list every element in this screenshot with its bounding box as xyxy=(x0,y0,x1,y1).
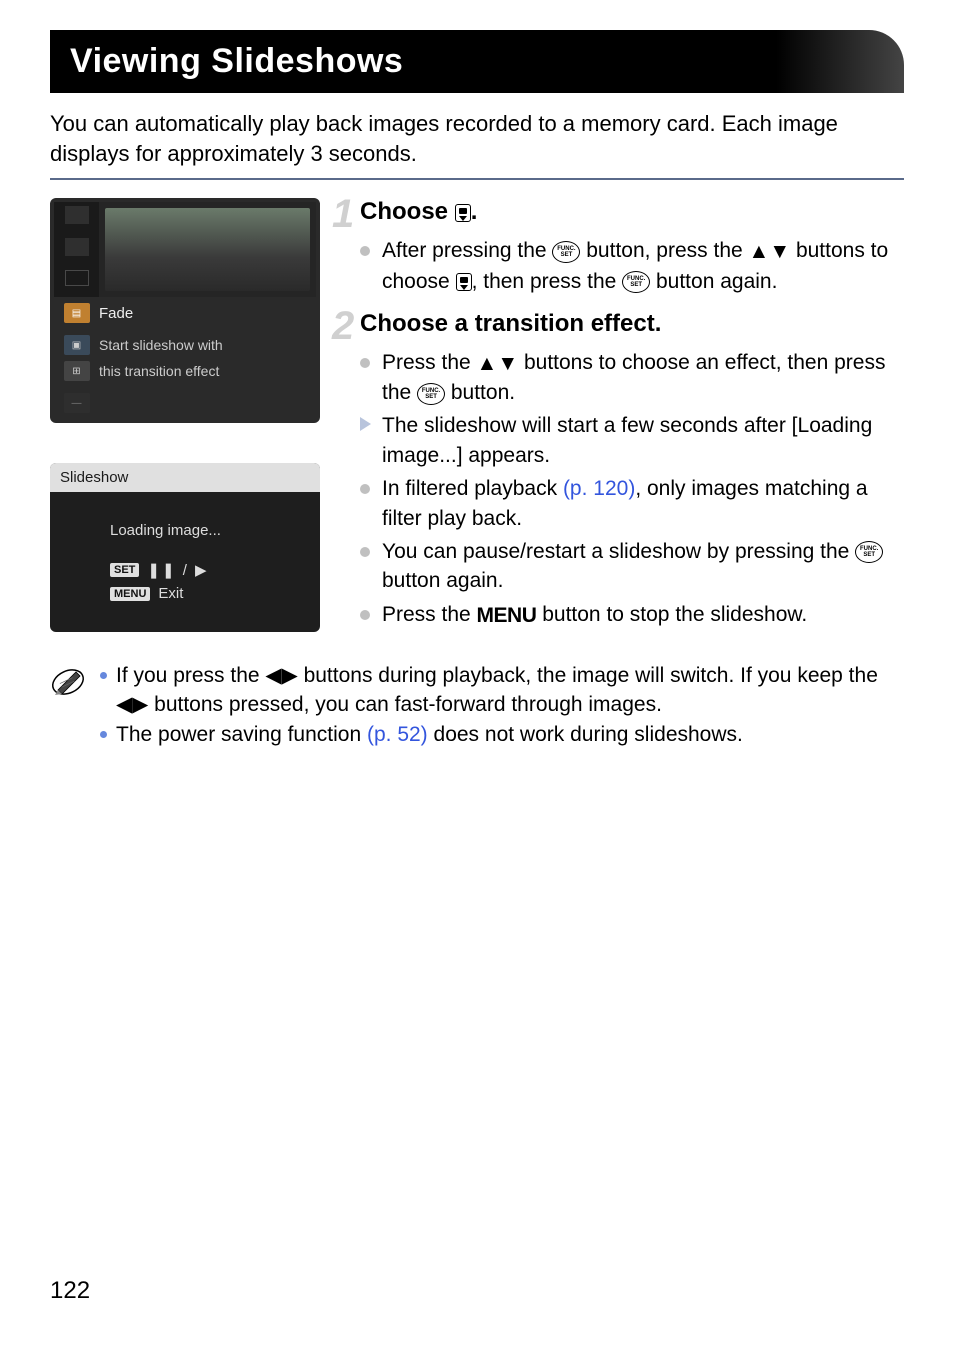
ss2-controls-1: SET ❚❚ / ▶ xyxy=(110,561,300,579)
note-text: If you press the ◀▶ buttons during playb… xyxy=(116,664,878,716)
ss1-preview-row xyxy=(54,202,316,297)
note-item: If you press the ◀▶ buttons during playb… xyxy=(100,662,904,719)
up-down-icon: ▲▼ xyxy=(477,349,519,378)
ss2-body: Loading image... SET ❚❚ / ▶ MENU Exit xyxy=(50,492,320,632)
bullet-text: After pressing the FUNC.SET button, pres… xyxy=(382,239,888,292)
set-badge: SET xyxy=(110,563,139,577)
ss1-sidebar-icon xyxy=(65,270,89,286)
ss2-title: Slideshow xyxy=(50,463,320,492)
bullet-item: Press the ▲▼ buttons to choose an effect… xyxy=(360,348,904,408)
bullet-dot-icon xyxy=(360,246,370,256)
content-row: ▤ Fade ▣ Start slideshow with ⊞ this tra… xyxy=(50,198,904,644)
page-reference-link[interactable]: (p. 52) xyxy=(367,723,428,746)
bullet-dot-icon xyxy=(360,610,370,620)
ss1-option-icon: ▣ xyxy=(64,335,90,355)
left-right-icon: ◀▶ xyxy=(265,662,297,690)
ss1-sidebar xyxy=(54,202,99,297)
step-title: Choose . xyxy=(360,198,904,226)
section-title-bar: Viewing Slideshows xyxy=(50,30,904,93)
camera-screenshot-2: Slideshow Loading image... SET ❚❚ / ▶ ME… xyxy=(50,463,320,632)
func-set-icon: FUNC.SET xyxy=(622,271,650,293)
ss2-loading-text: Loading image... xyxy=(110,522,300,539)
step: 2Choose a transition effect.Press the ▲▼… xyxy=(360,310,904,630)
menu-button-text: MENU xyxy=(477,601,537,630)
step: 1Choose .After pressing the FUNC.SET but… xyxy=(360,198,904,296)
bullet-dot-icon xyxy=(360,547,370,557)
bullet-text: In filtered playback (p. 120), only imag… xyxy=(382,477,868,529)
ss1-desc-line2: this transition effect xyxy=(99,362,219,381)
notes-list: If you press the ◀▶ buttons during playb… xyxy=(100,662,904,752)
section-title: Viewing Slideshows xyxy=(70,42,884,81)
bullet-text: You can pause/restart a slideshow by pre… xyxy=(382,540,883,592)
bullet-item: Press the MENU button to stop the slides… xyxy=(360,600,904,630)
slideshow-mode-icon xyxy=(455,204,471,222)
pencil-note-icon xyxy=(50,664,86,705)
note-text: The power saving function (p. 52) does n… xyxy=(116,723,743,746)
ss1-row-icon-wrap: ▣ xyxy=(54,335,99,355)
ss1-selected-label: Fade xyxy=(99,305,133,322)
ss2-controls-2: MENU Exit xyxy=(110,585,300,602)
bullet-dot-icon xyxy=(360,358,370,368)
pause-play-icons: ❚❚ / ▶ xyxy=(147,561,208,579)
ss1-row-icon-wrap: ▤ xyxy=(54,303,99,323)
bullet-arrow-icon xyxy=(360,417,371,431)
notes-box: If you press the ◀▶ buttons during playb… xyxy=(50,662,904,752)
menu-badge: MENU xyxy=(110,587,150,601)
page-reference-link[interactable]: (p. 120) xyxy=(563,477,635,500)
fade-icon: ▤ xyxy=(64,303,90,323)
note-item: The power saving function (p. 52) does n… xyxy=(100,721,904,749)
step-bullet-list: Press the ▲▼ buttons to choose an effect… xyxy=(360,348,904,630)
slideshow-mode-icon xyxy=(456,273,472,291)
step-title: Choose a transition effect. xyxy=(360,310,904,338)
bullet-item: After pressing the FUNC.SET button, pres… xyxy=(360,236,904,296)
intro-paragraph: You can automatically play back images r… xyxy=(50,109,904,168)
bullet-text: Press the MENU button to stop the slides… xyxy=(382,603,807,626)
bullet-text: Press the ▲▼ buttons to choose an effect… xyxy=(382,351,885,404)
ss1-selected-row: ▤ Fade xyxy=(54,297,316,329)
ss1-option-icon: ⊞ xyxy=(64,361,90,381)
ss1-row: — xyxy=(54,387,316,419)
bullet-dot-icon xyxy=(360,484,370,494)
ss1-desc: Start slideshow with xyxy=(99,336,223,355)
camera-screenshot-1: ▤ Fade ▣ Start slideshow with ⊞ this tra… xyxy=(50,198,320,423)
ss1-desc: this transition effect xyxy=(99,362,219,381)
section-divider xyxy=(50,178,904,180)
ss1-preview-image xyxy=(105,208,310,291)
ss1-sidebar-icon xyxy=(65,206,89,224)
bullet-item: You can pause/restart a slideshow by pre… xyxy=(360,537,904,596)
ss1-row-icon-wrap: — xyxy=(54,393,99,413)
ss1-row: ⊞ this transition effect xyxy=(54,361,316,387)
ss1-desc-line1: Start slideshow with xyxy=(99,336,223,355)
ss1-row-icon-wrap: ⊞ xyxy=(54,361,99,381)
ss1-option-icon: — xyxy=(64,393,90,413)
step-number: 1 xyxy=(332,192,354,237)
bullet-item: In filtered playback (p. 120), only imag… xyxy=(360,474,904,533)
func-set-icon: FUNC.SET xyxy=(552,241,580,263)
note-bullet-icon xyxy=(100,731,107,738)
func-set-icon: FUNC.SET xyxy=(855,541,883,563)
page-number: 122 xyxy=(50,1277,90,1305)
func-set-icon: FUNC.SET xyxy=(417,383,445,405)
note-bullet-icon xyxy=(100,672,107,679)
bullet-item: The slideshow will start a few seconds a… xyxy=(360,411,904,470)
step-bullet-list: After pressing the FUNC.SET button, pres… xyxy=(360,236,904,296)
left-right-icon: ◀▶ xyxy=(116,691,148,719)
left-column: ▤ Fade ▣ Start slideshow with ⊞ this tra… xyxy=(50,198,340,644)
step-number: 2 xyxy=(332,304,354,349)
bullet-text: The slideshow will start a few seconds a… xyxy=(382,414,872,466)
up-down-icon: ▲▼ xyxy=(749,237,791,266)
ss1-row: ▣ Start slideshow with xyxy=(54,329,316,361)
ss1-sidebar-icon xyxy=(65,238,89,256)
exit-label: Exit xyxy=(158,585,183,602)
right-column: 1Choose .After pressing the FUNC.SET but… xyxy=(360,198,904,644)
